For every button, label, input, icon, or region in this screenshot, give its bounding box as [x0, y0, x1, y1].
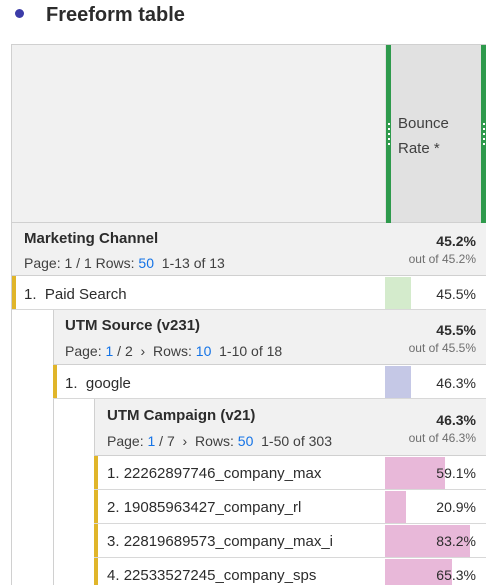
rows-selector[interactable]: 50 — [237, 433, 254, 449]
metric-label: Bounce Rate * — [398, 115, 449, 157]
drag-handle-icon[interactable] — [388, 123, 390, 145]
page-label: Page: — [107, 433, 144, 449]
value-bar — [385, 366, 411, 398]
rows-selector[interactable]: 50 — [138, 255, 154, 271]
table-row[interactable] — [53, 365, 486, 399]
row-selection-indicator — [12, 276, 16, 309]
chevron-right-icon[interactable]: › — [182, 433, 188, 449]
table-row[interactable] — [94, 490, 486, 524]
chevron-right-icon[interactable]: › — [140, 343, 146, 359]
page-label: Page: — [24, 255, 61, 271]
pagination: Page: 1 / 2 › Rows: 10 1-10 of 18 — [65, 343, 282, 359]
row-selection-indicator — [94, 558, 98, 585]
range-text: 1-10 of 18 — [219, 343, 283, 359]
dimension-header-utm-campaign — [94, 399, 486, 456]
cell-value: 45.5% — [436, 286, 476, 302]
dimension-header-marketing-channel — [12, 223, 486, 276]
panel-title: Freeform table — [46, 4, 185, 26]
column-total-sub: out of 46.3% — [408, 431, 476, 445]
page-current[interactable]: 1 — [147, 433, 156, 449]
row-label[interactable]: 1. google — [65, 375, 131, 392]
value-bar — [385, 457, 445, 489]
pagination: Page: 1 / 1 Rows: 50 1-13 of 13 — [24, 255, 225, 271]
column-total: 45.5% — [436, 322, 476, 338]
range-text: 1-13 of 13 — [161, 255, 225, 271]
metric-column-header[interactable] — [385, 45, 486, 223]
row-label[interactable]: 4. 22533527245_company_sps — [107, 567, 317, 584]
dimension-name[interactable]: UTM Source (v231) — [65, 317, 201, 334]
page-label: Page: — [65, 343, 102, 359]
row-selection-indicator — [94, 456, 98, 489]
page-current[interactable]: 1 — [105, 343, 114, 359]
column-total-sub: out of 45.2% — [408, 252, 476, 266]
pagination: Page: 1 / 7 › Rows: 50 1-50 of 303 — [107, 433, 332, 449]
dimension-header-utm-source — [53, 310, 486, 365]
cell-value: 46.3% — [436, 375, 476, 391]
drag-handle-icon[interactable] — [483, 123, 485, 145]
row-selection-indicator — [94, 490, 98, 523]
cell-value: 83.2% — [436, 533, 476, 549]
freeform-table: Bounce Rate * Marketing Channel Page: 1 … — [11, 44, 486, 585]
row-selection-indicator — [53, 365, 57, 398]
column-total-sub: out of 45.5% — [408, 341, 476, 355]
row-label[interactable]: 1. Paid Search — [24, 286, 127, 303]
page-value: 1 / 1 — [64, 255, 92, 271]
range-text: 1-50 of 303 — [261, 433, 332, 449]
dimension-header — [12, 45, 385, 223]
title-bullet-icon — [15, 9, 24, 18]
value-bar — [385, 525, 470, 557]
column-total: 46.3% — [436, 412, 476, 428]
value-bar — [385, 277, 411, 309]
page-total: / 7 — [159, 433, 175, 449]
row-label[interactable]: 2. 19085963427_company_rl — [107, 499, 302, 516]
cell-value: 59.1% — [436, 465, 476, 481]
cell-value: 20.9% — [436, 499, 476, 515]
dimension-name[interactable]: UTM Campaign (v21) — [107, 407, 256, 424]
row-selection-indicator — [94, 524, 98, 557]
value-bar — [385, 559, 452, 585]
dimension-name[interactable]: Marketing Channel — [24, 230, 159, 247]
rows-label: Rows: — [152, 343, 192, 359]
cell-value: 65.3% — [436, 567, 476, 583]
value-bar — [385, 491, 406, 523]
rows-label: Rows: — [194, 433, 234, 449]
breakdown-guide — [53, 310, 54, 585]
column-total: 45.2% — [436, 233, 476, 249]
rows-selector[interactable]: 10 — [195, 343, 212, 359]
rows-label: Rows: — [95, 255, 135, 271]
row-label[interactable]: 1. 22262897746_company_max — [107, 465, 322, 482]
row-label[interactable]: 3. 22819689573_company_max_i — [107, 533, 334, 550]
page-total: / 2 — [117, 343, 133, 359]
